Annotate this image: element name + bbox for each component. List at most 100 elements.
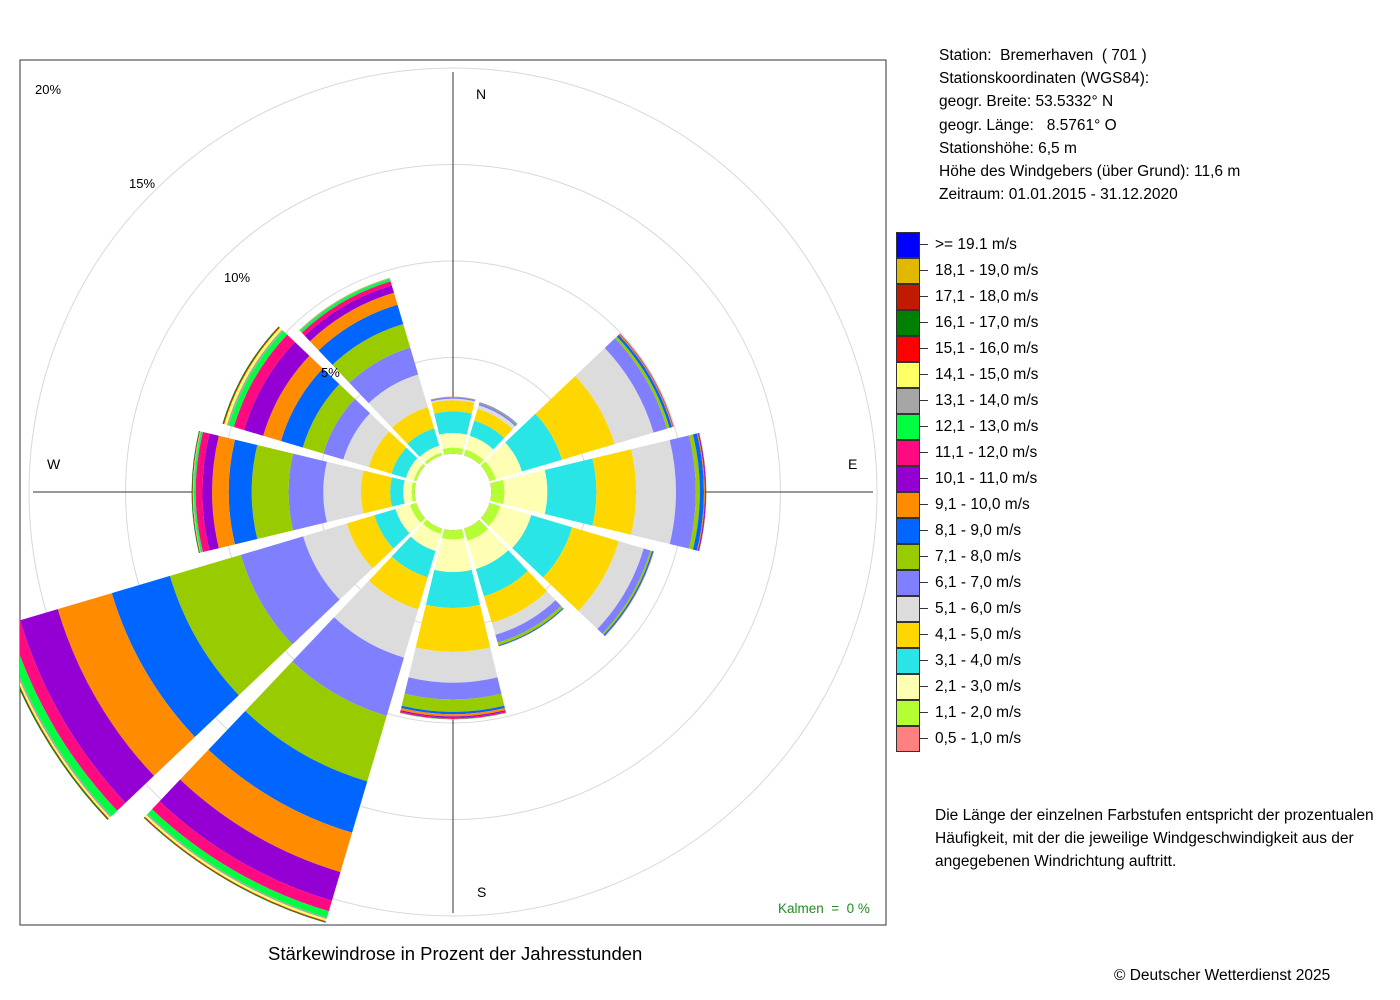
bar-segment-nnw-class-12: [301, 281, 392, 336]
legend-item: 7,1 - 8,0 m/s: [896, 544, 1096, 570]
bar-segment-s-class-6: [408, 647, 498, 683]
bar-segment-ssw-class-2: [422, 519, 443, 534]
bar-segment-wsw-class-3: [395, 504, 421, 534]
legend-swatch: [896, 700, 920, 726]
legend-label: 3,1 - 4,0 m/s: [935, 652, 1022, 669]
station-elevation: Stationshöhe: 6,5 m: [939, 139, 1077, 157]
legend-swatch: [896, 466, 920, 492]
bar-segment-n-class-7: [430, 397, 476, 402]
bar-segment-nnw-class-13: [299, 278, 391, 333]
bar-segment-w-class-2: [411, 482, 416, 502]
legend-tick: [920, 686, 928, 687]
legend-item: 0,5 - 1,0 m/s: [896, 726, 1096, 752]
legend-swatch: [896, 648, 920, 674]
bar-segment-w-class-1: [414, 483, 417, 501]
bar-segment-s-class-1: [444, 528, 462, 531]
bar-segment-n-class-4: [434, 411, 472, 435]
bar-segment-wnw-class-4: [391, 447, 418, 479]
bar-segment-nne-class-3: [465, 435, 494, 460]
legend-item: 1,1 - 2,0 m/s: [896, 700, 1096, 726]
bar-segment-nne-class-4: [469, 420, 505, 450]
legend-tick: [920, 712, 928, 713]
legend-item: 18,1 - 19,0 m/s: [896, 258, 1096, 284]
bar-segment-ssw-class-10: [180, 749, 353, 873]
legend-tick: [920, 738, 928, 739]
ring-label-20: 20%: [35, 82, 61, 97]
bar-segment-nnw-class-10: [309, 292, 398, 351]
bar-segment-ssw-class-7: [292, 617, 404, 716]
legend-swatch: [896, 544, 920, 570]
bar-segment-wsw-class-10: [57, 593, 195, 776]
bar-segment-nnw-class-8: [332, 323, 411, 383]
bar-segment-wnw-class-15: [224, 327, 282, 426]
bar-segment-ese-class-3: [488, 506, 532, 549]
bar-segment-wnw-class-11: [244, 342, 310, 436]
bar-segment-w-class-4: [390, 477, 405, 507]
legend-swatch: [896, 518, 920, 544]
bar-segment-ene-class-8: [614, 336, 670, 429]
legend-item: 14,1 - 15,0 m/s: [896, 362, 1096, 388]
bar-segment-w-class-5: [360, 470, 392, 514]
legend-swatch: [896, 596, 920, 622]
legend-label: 1,1 - 2,0 m/s: [935, 704, 1022, 721]
bar-segment-sse-class-4: [475, 550, 528, 597]
bar-segment-w-class-16: [192, 431, 201, 553]
bar-segment-ese-class-4: [512, 515, 573, 578]
legend-swatch: [896, 726, 920, 752]
bar-segment-wnw-class-13: [228, 330, 288, 428]
grid-ring: [28, 67, 878, 917]
legend-tick: [920, 660, 928, 661]
bar-segment-w-class-8: [251, 445, 294, 539]
bar-segment-nnw-class-9: [318, 304, 404, 365]
bar-segment-wsw-class-7: [240, 536, 340, 645]
legend-swatch: [896, 622, 920, 648]
bar-segment-w-class-14: [193, 431, 202, 553]
bar-segment-wnw-class-7: [323, 398, 370, 460]
bar-segment-s-class-13: [399, 712, 507, 720]
compass-south-label: S: [477, 884, 486, 900]
bar-segment-w-class-15: [192, 431, 201, 553]
bar-segment-sse-class-5: [483, 570, 548, 623]
bar-segment-ssw-class-9: [208, 710, 368, 833]
bar-segment-sse-class-2: [463, 519, 489, 541]
chart-caption: Stärkewindrose in Prozent der Jahresstun…: [268, 943, 643, 964]
station-info: Station: Bremerhaven ( 701 ) Stationskoo…: [939, 44, 1240, 206]
bar-segment-ssw-class-5: [368, 556, 428, 610]
bar-segment-ene-class-5: [535, 376, 615, 460]
legend-swatch: [896, 362, 920, 388]
bar-segment-e-class-5: [592, 449, 637, 535]
bar-segment-wnw-class-12: [233, 334, 295, 431]
legend-tick: [920, 530, 928, 531]
note-line-1: Die Länge der einzelnen Farbstufen entsp…: [935, 807, 1374, 824]
legend-label: 2,1 - 3,0 m/s: [935, 678, 1022, 695]
bar-segment-wsw-class-4: [374, 509, 410, 549]
legend-item: 11,1 - 12,0 m/s: [896, 440, 1096, 466]
bar-segment-w-class-3: [403, 480, 413, 504]
bar-segment-e-class-7: [669, 435, 696, 549]
bar-segment-ese-class-2: [480, 502, 501, 526]
bar-segment-wnw-class-5: [368, 431, 407, 474]
legend-swatch: [896, 258, 920, 284]
legend-label: 12,1 - 13,0 m/s: [935, 418, 1039, 435]
legend-label: 16,1 - 17,0 m/s: [935, 314, 1039, 331]
legend-tick: [920, 270, 928, 271]
bar-segment-nne-class-6: [477, 405, 516, 430]
bar-segment-s-class-9: [401, 705, 505, 715]
legend-tick: [920, 400, 928, 401]
bar-segment-s-class-11: [400, 710, 506, 718]
bar-segment-sse-class-8: [497, 605, 563, 646]
bar-segment-wsw-class-12: [20, 620, 126, 811]
bar-segment-ssw-class-4: [391, 536, 436, 578]
station-name: Station: Bremerhaven ( 701 ): [939, 47, 1147, 64]
bar-segment-s-class-10: [400, 707, 506, 717]
legend-swatch: [896, 232, 920, 258]
bar-segment-nnw-class-2: [424, 452, 443, 465]
bar-segment-e-class-12: [698, 432, 707, 552]
bar-segment-n-class-9: [430, 396, 476, 400]
legend-label: 0,5 - 1,0 m/s: [935, 730, 1022, 747]
station-latitude: geogr. Breite: 53.5332° N: [939, 93, 1114, 111]
legend-tick: [920, 608, 928, 609]
bar-segment-ene-class-3: [485, 442, 523, 480]
bar-segment-w-class-13: [194, 431, 203, 553]
